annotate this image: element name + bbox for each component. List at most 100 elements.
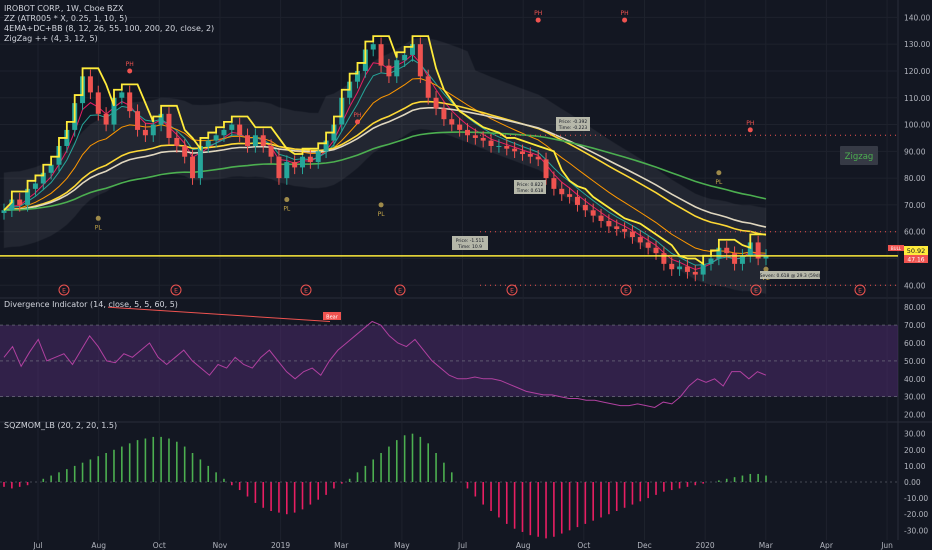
- svg-text:47.16: 47.16: [907, 257, 924, 264]
- price-tick-label: 100.00: [904, 121, 930, 130]
- candle-body: [504, 145, 510, 149]
- candle-body: [355, 70, 361, 82]
- sqz-tick-label: 10.00: [904, 462, 926, 471]
- candle-body: [488, 140, 494, 146]
- candle-body: [590, 210, 596, 216]
- candle-body: [739, 255, 745, 264]
- candle-body: [543, 159, 549, 179]
- candle-body: [229, 124, 235, 130]
- sqz-tick-label: 30.00: [904, 430, 926, 439]
- candle-body: [87, 76, 93, 93]
- time-tick-label: 2020: [696, 541, 715, 550]
- pivot-high-label: PH: [621, 10, 629, 17]
- candle-body: [464, 129, 470, 136]
- earnings-marker: [394, 284, 406, 296]
- candle-body: [221, 129, 227, 136]
- squeeze-momentum-pane[interactable]: [0, 433, 898, 539]
- svg-text:BULL: BULL: [891, 246, 902, 251]
- earnings-marker-label: E: [858, 288, 862, 295]
- earnings-marker: [854, 284, 866, 296]
- candle-body: [182, 145, 188, 157]
- candle-body: [441, 108, 447, 120]
- price-pane[interactable]: PHPHPHPHPHPLPLPLPLPLPLEEEEEEEE: [0, 10, 898, 296]
- sqz-tick-label: 0.00: [904, 478, 921, 487]
- sqz-tick-label: -20.00: [904, 510, 928, 519]
- rsi-tick-label: 60.00: [904, 339, 926, 348]
- candle-body: [142, 129, 148, 136]
- candle-body: [127, 92, 133, 112]
- divergence-pane[interactable]: [0, 306, 898, 408]
- pivot-low-label: PL: [378, 211, 386, 218]
- earnings-marker: [300, 284, 312, 296]
- price-tick-label: 120.00: [904, 67, 930, 76]
- time-axis[interactable]: Jul Aug Oct Nov 2019 Mar May Jul Aug Oct Dec 2020 Ma…: [32, 541, 893, 550]
- candle-body: [724, 247, 730, 254]
- price-axis[interactable]: 40.00 50.00 60.00 70.00 80.00 90.00 100.00 110.…: [904, 13, 930, 535]
- last-price-tag: 50.92: [904, 246, 928, 255]
- time-tick-label: Jul: [32, 541, 42, 550]
- candle-body: [213, 135, 219, 141]
- time-tick-label: May: [394, 541, 410, 550]
- divergence-title: Divergence Indicator (14, close, 5, 5, 6…: [4, 300, 178, 309]
- candle-body: [237, 124, 243, 136]
- svg-text:Price: -1.511: Price: -1.511: [456, 238, 485, 244]
- candle-body: [684, 266, 690, 272]
- earnings-marker-label: E: [624, 288, 628, 295]
- candle-body: [527, 154, 533, 157]
- candle-body: [95, 92, 101, 114]
- pivot-low-marker: [284, 197, 290, 203]
- candle-body: [567, 194, 573, 197]
- candle-body: [252, 135, 258, 146]
- pivot-high-marker: [535, 17, 541, 23]
- legend-ema: 4EMA+DC+BB (8, 12, 26, 55, 100, 200, 20,…: [4, 24, 214, 33]
- candle-body: [119, 92, 125, 98]
- time-tick-label: Apr: [820, 541, 834, 550]
- pivot-low-label: PL: [715, 179, 723, 186]
- candle-body: [17, 199, 23, 205]
- fib-box-4: Seven: 0.618 @ 29.3 (59d): [760, 271, 821, 279]
- earnings-marker-label: E: [304, 288, 308, 295]
- earnings-marker-label: E: [510, 288, 514, 295]
- rsi-tick-label: 40.00: [904, 375, 926, 384]
- candle-body: [205, 140, 211, 146]
- pivot-low-marker: [763, 266, 769, 272]
- candle-body: [582, 204, 588, 211]
- svg-text:Bear: Bear: [326, 315, 339, 321]
- ema-line-26: [3, 78, 767, 254]
- price-tick-label: 140.00: [904, 13, 930, 22]
- candle-body: [307, 156, 313, 163]
- candle-body: [378, 44, 384, 66]
- rsi-band: [0, 325, 898, 397]
- rsi-tick-label: 20.00: [904, 411, 926, 420]
- earnings-marker: [170, 284, 182, 296]
- candle-body: [1, 210, 7, 213]
- time-tick-label: Oct: [153, 541, 166, 550]
- candle-body: [32, 183, 38, 189]
- sqz-tick-label: -30.00: [904, 526, 928, 535]
- candle-body: [622, 229, 628, 232]
- candle-body: [457, 124, 463, 130]
- fib-box-2: Price: -1.511 Time: 10.9: [452, 236, 488, 250]
- price-tick-label: 110.00: [904, 94, 930, 103]
- earnings-marker-label: E: [62, 288, 66, 295]
- time-tick-label: Jul: [457, 541, 467, 550]
- candle-body: [409, 44, 415, 55]
- time-tick-label: Oct: [577, 541, 590, 550]
- candle-body: [614, 226, 620, 230]
- candle-body: [40, 172, 46, 184]
- time-tick-label: Aug: [516, 541, 531, 550]
- candle-body: [315, 151, 321, 163]
- earnings-marker: [506, 284, 518, 296]
- candle-body: [645, 242, 651, 248]
- zigzag-badge[interactable]: Zigzag: [840, 146, 878, 165]
- candle-body: [268, 145, 274, 157]
- candle-body: [417, 44, 423, 77]
- candle-body: [276, 156, 282, 179]
- time-tick-label: Mar: [334, 541, 349, 550]
- candle-body: [284, 162, 290, 179]
- pivot-high-marker: [355, 119, 361, 125]
- candle-body: [629, 231, 635, 238]
- candle-body: [449, 119, 455, 125]
- candle-body: [496, 145, 502, 147]
- pivot-low-label: PL: [283, 206, 291, 213]
